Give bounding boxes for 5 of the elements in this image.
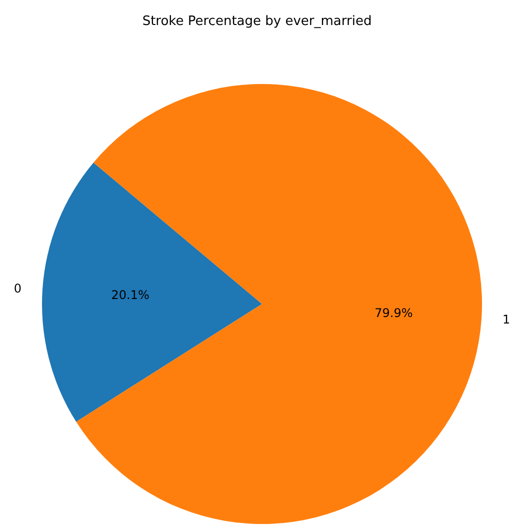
data-label: 79.9% bbox=[374, 306, 413, 320]
chart-title: Stroke Percentage by ever_married bbox=[142, 14, 372, 29]
slice-label: 1 bbox=[502, 312, 510, 327]
data-label: 20.1% bbox=[111, 288, 150, 302]
slice-label: 0 bbox=[14, 281, 22, 296]
